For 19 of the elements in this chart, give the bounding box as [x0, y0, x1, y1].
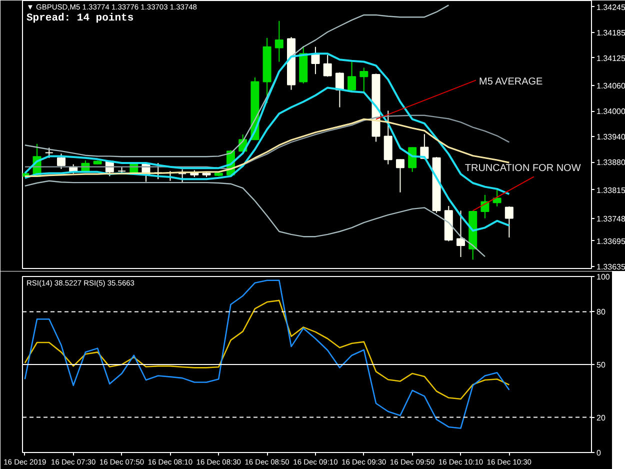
y-tick-label: 1.34185: [596, 28, 625, 38]
y-tick-label: 1.34060: [596, 82, 625, 91]
y-tick-label: 1.33695: [596, 236, 625, 246]
y-tick-label: 100: [596, 272, 610, 282]
annotation: M5 AVERAGE: [479, 76, 544, 88]
y-tick-label: 1.33635: [596, 262, 625, 272]
y-tick-label: 80: [596, 308, 606, 317]
y-tick-label: 1.34000: [596, 107, 625, 116]
annotation: TRUNCATION FOR NOW: [464, 163, 582, 174]
y-tick-label: 1.33940: [596, 132, 625, 142]
y-tick-label: 1.34125: [596, 54, 625, 63]
y-tick-label: 1.33880: [596, 158, 625, 168]
y-tick-label: 1.34245: [596, 2, 625, 12]
y-tick-label: 1.33815: [596, 186, 625, 195]
y-tick-label: 0: [596, 448, 602, 458]
y-tick-label: 50: [596, 360, 606, 370]
y-tick-label: 20: [596, 413, 606, 422]
text: Spread: 14 points: [26, 12, 134, 24]
y-tick-label: 1.33748: [596, 214, 625, 224]
